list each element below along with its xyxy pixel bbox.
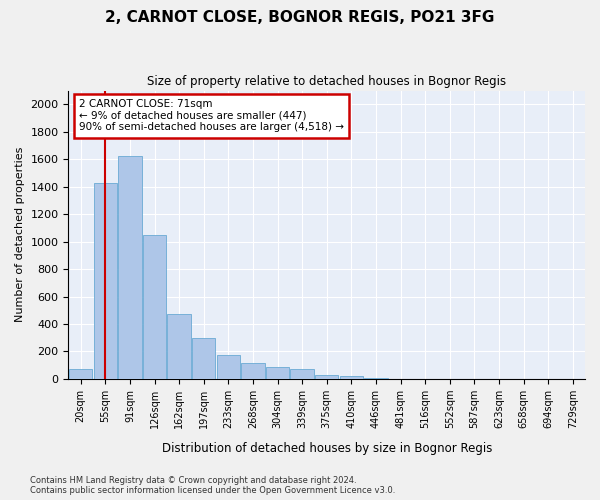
- Bar: [364, 378, 388, 379]
- Y-axis label: Number of detached properties: Number of detached properties: [15, 147, 25, 322]
- Bar: [167, 314, 191, 379]
- Bar: [143, 234, 166, 379]
- Bar: [340, 376, 363, 379]
- Bar: [266, 366, 289, 379]
- Bar: [94, 183, 117, 379]
- X-axis label: Distribution of detached houses by size in Bognor Regis: Distribution of detached houses by size …: [161, 442, 492, 455]
- Bar: [241, 363, 265, 379]
- Text: Contains HM Land Registry data © Crown copyright and database right 2024.
Contai: Contains HM Land Registry data © Crown c…: [30, 476, 395, 495]
- Bar: [192, 338, 215, 379]
- Text: 2 CARNOT CLOSE: 71sqm
← 9% of detached houses are smaller (447)
90% of semi-deta: 2 CARNOT CLOSE: 71sqm ← 9% of detached h…: [79, 99, 344, 132]
- Bar: [69, 368, 92, 379]
- Bar: [118, 156, 142, 379]
- Title: Size of property relative to detached houses in Bognor Regis: Size of property relative to detached ho…: [147, 75, 506, 88]
- Bar: [315, 375, 338, 379]
- Bar: [290, 368, 314, 379]
- Bar: [217, 355, 240, 379]
- Text: 2, CARNOT CLOSE, BOGNOR REGIS, PO21 3FG: 2, CARNOT CLOSE, BOGNOR REGIS, PO21 3FG: [106, 10, 494, 25]
